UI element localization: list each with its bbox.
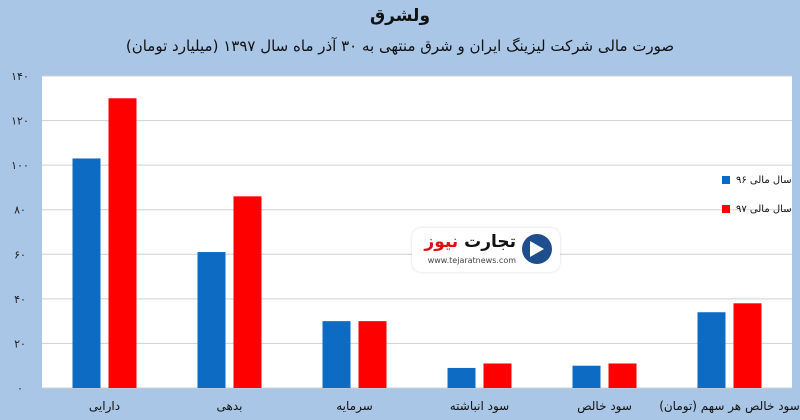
- y-tick-label: ۸۰: [14, 204, 26, 217]
- y-tick-label: ۲۰: [14, 337, 26, 350]
- bar-2-5: [608, 363, 637, 388]
- bar-1-2: [197, 252, 226, 388]
- y-tick-label: ۱۴۰: [11, 70, 29, 83]
- y-tick-label: ۱۲۰: [11, 115, 29, 128]
- bar-2-2: [233, 196, 262, 388]
- x-category-label: دارایی: [89, 399, 120, 414]
- bar-1-5: [572, 365, 601, 388]
- y-tick-label: ۰: [17, 382, 23, 395]
- bar-2-6: [733, 303, 762, 388]
- tejaratnews-logo: تجارت نیوز www.tejaratnews.com: [412, 228, 560, 272]
- y-tick-label: ۶۰: [14, 248, 26, 261]
- bar-1-6: [697, 312, 726, 388]
- bar-2-4: [483, 363, 512, 388]
- x-category-label: بدهی: [217, 399, 243, 413]
- bar-2-3: [358, 321, 387, 388]
- legend-swatch: [722, 205, 730, 213]
- legend-swatch: [722, 176, 730, 184]
- x-category-label: سود انباشته: [450, 399, 509, 414]
- y-tick-label: ۴۰: [14, 293, 26, 306]
- chart-subtitle: صورت مالی شرکت لیزینگ ایران و شرق منتهی …: [125, 37, 675, 55]
- logo-url: www.tejaratnews.com: [427, 256, 516, 265]
- logo-name: تجارت نیوز: [424, 232, 516, 252]
- logo-name-part2: نیوز: [424, 232, 459, 252]
- y-tick-label: ۱۰۰: [11, 159, 29, 172]
- y-axis: ۰ ۲۰ ۴۰ ۶۰ ۸۰ ۱۰۰ ۱۲۰ ۱۴۰: [11, 70, 29, 395]
- tejaratnews-logo-icon: [522, 234, 552, 264]
- x-axis: دارایی بدهی سرمایه سود انباشته سود خالص سود خ…: [89, 399, 800, 414]
- legend-label: سال مالی ۹۷: [736, 204, 792, 215]
- bar-1-4: [447, 367, 476, 388]
- logo-name-part1: تجارت: [464, 232, 516, 252]
- bar-2-1: [108, 98, 137, 389]
- legend: سال مالی ۹۶ سال مالی ۹۷: [722, 175, 792, 215]
- bars: [72, 98, 762, 389]
- bar-1-1: [72, 158, 101, 388]
- x-category-label: سرمایه: [336, 399, 373, 414]
- bar-1-3: [322, 321, 351, 388]
- x-category-label: سود خالص هر سهم (تومان): [659, 399, 800, 414]
- x-category-label: سود خالص: [577, 399, 632, 414]
- legend-label: سال مالی ۹۶: [736, 175, 792, 186]
- chart-title: ولشرق: [369, 6, 431, 26]
